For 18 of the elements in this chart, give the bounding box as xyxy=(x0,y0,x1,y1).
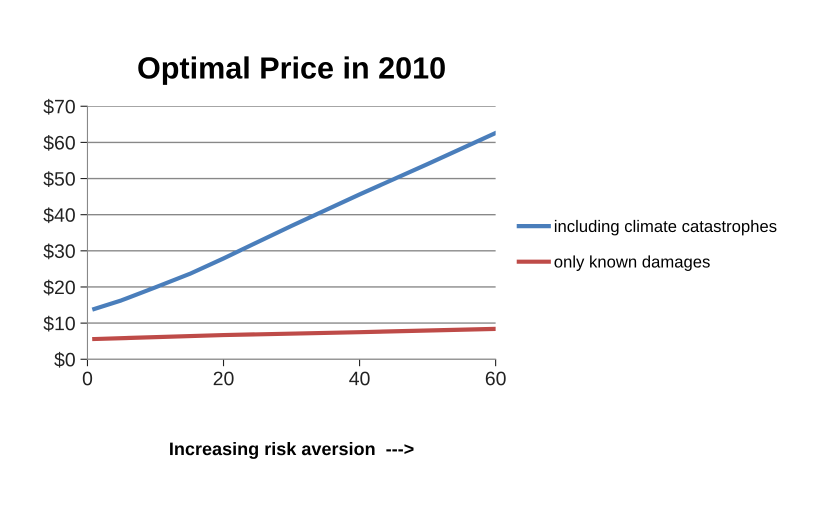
line-series xyxy=(92,130,496,312)
legend-label: including climate catastrophes xyxy=(554,220,776,236)
y-tick-label: $10 xyxy=(43,316,75,332)
y-tick-label: $20 xyxy=(43,280,75,296)
legend-label: only known damages xyxy=(554,255,710,271)
y-tick-label: $40 xyxy=(43,207,75,224)
x-tick-label: 20 xyxy=(214,372,234,386)
y-tick-label: $50 xyxy=(43,171,75,187)
x-tick-label: 60 xyxy=(486,372,506,386)
x-tick-label: 0 xyxy=(82,372,92,386)
chart-title: Optimal Price in 2010 xyxy=(138,56,445,85)
y-tick-label: $30 xyxy=(43,243,75,260)
y-tick-label: $70 xyxy=(43,98,75,115)
x-axis-title: Increasing risk aversion ---> xyxy=(170,442,414,459)
x-tick-label: 40 xyxy=(349,372,370,386)
line-series xyxy=(92,326,496,342)
y-tick-label: $0 xyxy=(54,352,75,368)
y-tick-label: $60 xyxy=(43,135,75,151)
